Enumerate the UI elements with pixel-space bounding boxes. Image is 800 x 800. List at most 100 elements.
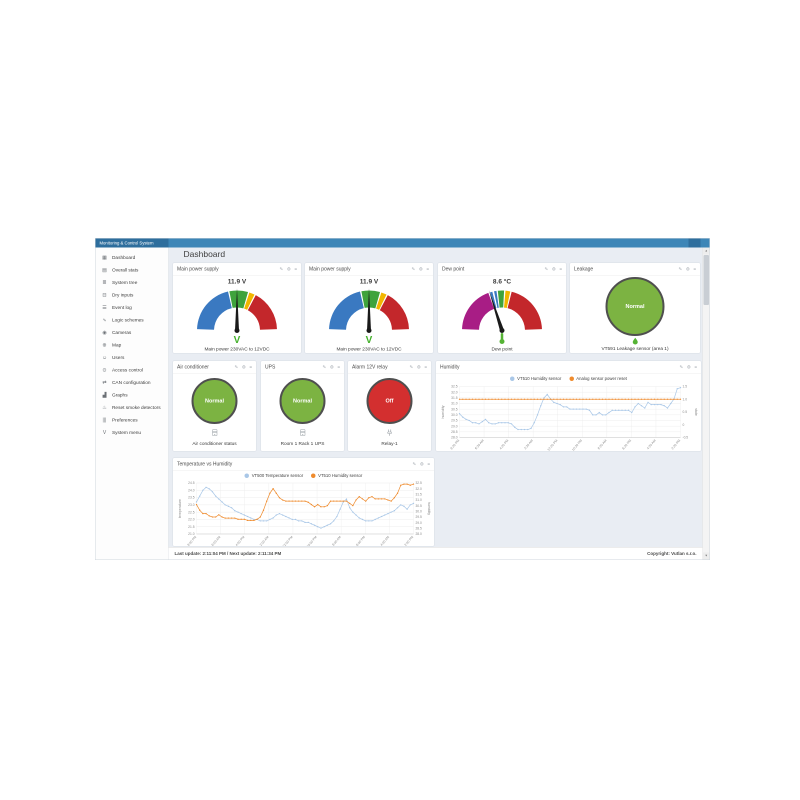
- panel-leakage: Leakage ✎ ⚙ ≡ Normal VT591 Leakage sensor (ar…: [569, 262, 701, 354]
- sidebar-item-graphs[interactable]: ▟ Graphs: [96, 389, 169, 402]
- legend-label: Analog sensor power reset: [576, 376, 627, 382]
- panel-dew-point: Dew point ✎ ⚙ ≡ 8.6 °C Dew point: [437, 262, 567, 354]
- series-line: [196, 483, 414, 521]
- menu-icon[interactable]: ≡: [694, 364, 697, 370]
- svg-text:28.5: 28.5: [451, 430, 458, 434]
- svg-text:8:20 PM: 8:20 PM: [449, 438, 460, 450]
- edit-icon[interactable]: ✎: [544, 266, 549, 272]
- panel-title: UPS: [265, 364, 276, 371]
- sidebar-item-users[interactable]: ☺ Users: [96, 352, 169, 365]
- ok-status-icon: V: [366, 335, 373, 346]
- panel-title: Air conditioner: [177, 364, 209, 371]
- panel-header: Main power supply ✎ ⚙ ≡: [173, 263, 301, 276]
- sidebar-item-overall-stats[interactable]: ▤ Overall stats: [96, 264, 169, 277]
- panel-header: Dew point ✎ ⚙ ≡: [438, 263, 566, 276]
- status-circle-normal: Normal: [605, 276, 665, 336]
- sidebar-item-logic-schemes[interactable]: ∿ Logic schemes: [96, 314, 169, 327]
- scroll-up-icon[interactable]: ▲: [703, 247, 710, 255]
- menu-icon[interactable]: ≡: [559, 266, 562, 272]
- sidebar-item-access-control[interactable]: ⊙ Access control: [96, 364, 169, 377]
- sidebar-item-event-log[interactable]: ☰ Event log: [96, 302, 169, 315]
- panel-title: Alarm 12V relay: [352, 364, 388, 371]
- svg-text:28.0: 28.0: [416, 532, 423, 536]
- sidebar-item-reset-smoke-detectors[interactable]: ♨ Reset smoke detectors: [96, 402, 169, 415]
- menu-icon[interactable]: ≡: [294, 266, 297, 272]
- edit-icon[interactable]: ✎: [678, 266, 683, 272]
- settings-icon[interactable]: ⚙: [416, 364, 421, 370]
- settings-icon[interactable]: ⚙: [551, 266, 556, 272]
- svg-text:24.5: 24.5: [188, 481, 195, 485]
- svg-text:4:00 AM: 4:00 AM: [379, 535, 390, 546]
- edit-icon[interactable]: ✎: [412, 461, 417, 467]
- settings-icon[interactable]: ⚙: [329, 364, 334, 370]
- settings-icon[interactable]: ⚙: [418, 266, 423, 272]
- edit-icon[interactable]: ✎: [322, 364, 327, 370]
- panel-body: 8.6 °C Dew point: [438, 276, 566, 354]
- legend-dot: [311, 473, 316, 478]
- svg-text:temperature: temperature: [178, 499, 182, 518]
- menu-icon[interactable]: ≡: [424, 364, 427, 370]
- cabinet-icon: [212, 429, 217, 436]
- edit-icon[interactable]: ✎: [679, 364, 684, 370]
- edit-icon[interactable]: ✎: [279, 266, 284, 272]
- menu-icon[interactable]: ≡: [426, 266, 429, 272]
- sidebar-item-label: Overall stats: [112, 267, 139, 274]
- sidebar-item-system-menu[interactable]: V System menu: [96, 427, 169, 440]
- sidebar-item-label: Users: [112, 355, 125, 361]
- svg-text:32.5: 32.5: [416, 481, 423, 485]
- status-state-label: Normal: [293, 398, 312, 405]
- menu-icon[interactable]: ≡: [693, 266, 696, 272]
- page-title: Dashboard: [183, 249, 226, 260]
- status-state-label: Normal: [625, 303, 645, 310]
- legend-dot: [244, 473, 250, 478]
- svg-text:29.0: 29.0: [416, 521, 423, 525]
- settings-icon[interactable]: ⚙: [685, 266, 690, 272]
- sidebar-item-label: Dashboard: [112, 255, 136, 261]
- sidebar-item-map[interactable]: ⊕ Map: [96, 339, 169, 352]
- scroll-down-icon[interactable]: ▼: [703, 552, 710, 560]
- edit-icon[interactable]: ✎: [409, 364, 414, 370]
- gauge-caption: Dew point: [491, 346, 513, 352]
- sidebar-item-preferences[interactable]: ||| Preferences: [96, 414, 169, 427]
- gauge-caption: Main power 230VAC to 12VDC: [204, 346, 270, 352]
- svg-text:30.0: 30.0: [416, 510, 423, 514]
- edit-icon[interactable]: ✎: [411, 266, 416, 272]
- overall-stats-icon: ▤: [102, 267, 107, 274]
- settings-icon[interactable]: ⚙: [286, 266, 291, 272]
- menu-icon[interactable]: ≡: [427, 461, 430, 467]
- panel-title: Dew point: [442, 266, 465, 273]
- vertical-scrollbar[interactable]: ▲ ▼: [702, 247, 710, 560]
- dashboard-panel-grid: Main power supply ✎ ⚙ ≡ 11.9 V V Main power 23…: [169, 248, 703, 548]
- sidebar-item-dry-inputs[interactable]: ⊟ Dry inputs: [96, 289, 169, 302]
- panel-humidity-chart: Humidity ✎ ⚙ ≡ VT510 Humidity sensor Analog s…: [435, 360, 702, 452]
- app-window: Monitoring & Control System ▦ Dashboard ▤ O…: [95, 238, 710, 560]
- settings-icon[interactable]: ⚙: [241, 364, 246, 370]
- legend-dot: [510, 376, 515, 381]
- settings-icon[interactable]: ⚙: [419, 461, 424, 467]
- menu-icon[interactable]: ≡: [337, 364, 340, 370]
- svg-text:32.0: 32.0: [451, 390, 458, 394]
- edit-icon[interactable]: ✎: [234, 364, 239, 370]
- svg-text:10:00 PM: 10:00 PM: [306, 535, 318, 546]
- scrollbar-thumb[interactable]: [703, 255, 709, 305]
- event-log-icon: ☰: [102, 305, 107, 311]
- gauge-value: 8.6 °C: [492, 277, 512, 286]
- sidebar-item-label: Preferences: [112, 417, 138, 424]
- panel-header: Main power supply ✎ ⚙ ≡: [305, 263, 433, 276]
- settings-icon[interactable]: ⚙: [686, 364, 691, 370]
- sidebar-item-can-configuration[interactable]: ⇄ CAN configuration: [96, 377, 169, 390]
- menu-icon[interactable]: ≡: [249, 364, 252, 370]
- svg-text:22.0: 22.0: [188, 518, 195, 522]
- sidebar-item-dashboard[interactable]: ▦ Dashboard: [96, 252, 169, 265]
- app-title: Monitoring & Control System: [95, 238, 169, 248]
- panel-body: 11.9 V V Main power 230VAC to 12VDC: [305, 276, 433, 354]
- svg-text:30.5: 30.5: [416, 504, 423, 508]
- sidebar-item-cameras[interactable]: ◉ Cameras: [96, 327, 169, 340]
- sidebar-item-label: Access control: [112, 367, 143, 374]
- access-control-icon: ⊙: [102, 367, 107, 374]
- thermometer-icon: [500, 332, 504, 340]
- sidebar-item-label: Event log: [112, 305, 132, 311]
- panel-title: Main power supply: [309, 266, 351, 273]
- sidebar-item-system-tree[interactable]: ≣ System tree: [96, 277, 169, 290]
- svg-text:30.0: 30.0: [451, 413, 458, 417]
